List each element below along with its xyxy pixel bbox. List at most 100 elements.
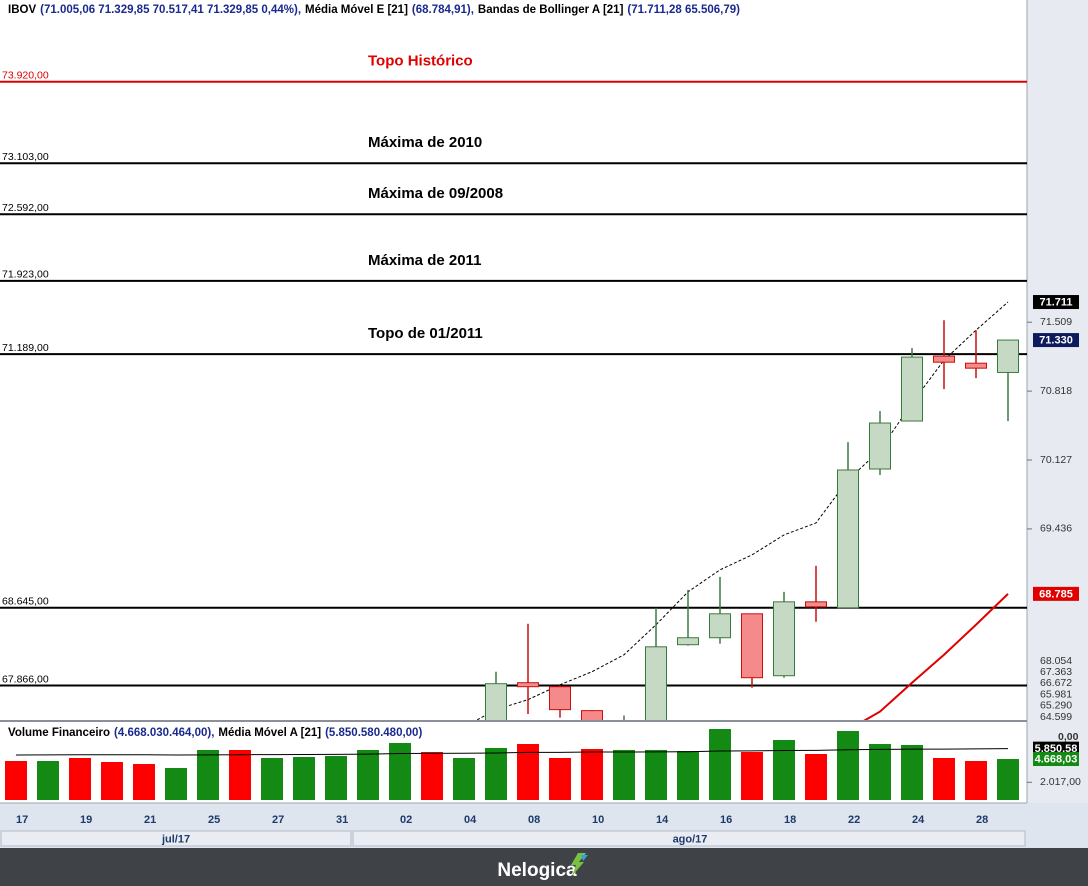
volume-bar [453, 757, 475, 800]
candle-body [549, 686, 571, 711]
x-tick-label: 16 [720, 814, 732, 826]
candle-body [773, 601, 795, 677]
volume-bar [357, 749, 379, 800]
candle-body [869, 422, 891, 470]
candle-body [805, 601, 827, 608]
price-tag-label: 71.711 [1039, 296, 1072, 308]
legend-name: Média Móvel E [21] [305, 4, 408, 16]
candle-body [741, 613, 763, 679]
brand-icon [581, 855, 588, 861]
legend: IBOV (71.005,06 71.329,85 70.517,41 71.32… [8, 4, 740, 16]
reference-label: 71.189,00 [2, 342, 49, 354]
candle-body [933, 355, 955, 363]
volume-bar [837, 730, 859, 800]
volume-bar [581, 748, 603, 800]
y-tick-label: 70.818 [1040, 385, 1072, 397]
candle-body [837, 469, 859, 609]
price-tag [1033, 295, 1079, 310]
reference-label: 73.920,00 [2, 70, 49, 82]
line [863, 593, 1009, 720]
scale-label: 65.981 [1040, 688, 1072, 700]
volume-bar [517, 744, 539, 800]
volume-bar [965, 761, 987, 800]
brand-icon [571, 853, 586, 876]
line [15, 748, 1009, 756]
volume-bar [805, 754, 827, 800]
price-tag [1033, 586, 1079, 601]
volume-bar [901, 745, 923, 800]
annotation: Topo de 01/2011 [368, 325, 483, 342]
legend-name: Bandas de Bollinger A [21] [478, 4, 624, 16]
volume-bar [37, 761, 59, 800]
legend-name: Média Móvel A [21] [218, 727, 321, 739]
annotation: Topo Histórico [368, 53, 473, 70]
legend: Volume Financeiro (4.668.030.464,00), Médi… [8, 727, 422, 739]
scale-label: 68.054 [1040, 655, 1072, 667]
annotation: Máxima de 2011 [368, 252, 481, 269]
legend-info: (71.711,28 65.506,79) [627, 4, 740, 16]
legend-info: (5.850.580.480,00) [325, 727, 422, 739]
x-tick-label: 19 [80, 814, 92, 826]
volume-bar [133, 764, 155, 800]
price-tag-label: 68.785 [1039, 588, 1073, 600]
scale-label: 0,00 [1058, 731, 1079, 743]
x-tick-label: 10 [592, 814, 604, 826]
scale-label: 64.599 [1040, 711, 1072, 723]
candle-body [485, 683, 507, 720]
x-tick-label: 21 [144, 814, 156, 826]
legend-info: (71.005,06 71.329,85 70.517,41 71.329,85… [40, 4, 301, 16]
volume-bar [5, 761, 27, 800]
reference-label: 73.103,00 [2, 151, 49, 163]
volume-bar [69, 757, 91, 800]
x-tick-label: 25 [208, 814, 220, 826]
candle-body [709, 613, 731, 639]
footer-bar [0, 848, 1088, 886]
volume-bar [261, 757, 283, 800]
volume-bar [293, 757, 315, 800]
candle-body [581, 710, 603, 720]
line [475, 301, 1009, 720]
x-tick-label: 17 [16, 814, 28, 826]
volume-bar [773, 739, 795, 800]
candle-body [517, 682, 539, 688]
volume-bar [389, 743, 411, 800]
month-label: ago/17 [673, 833, 708, 845]
legend-info: (68.784,91), [412, 4, 474, 16]
scale-label: 67.363 [1040, 666, 1072, 678]
x-tick-label: 24 [912, 814, 925, 826]
volume-bar [421, 752, 443, 800]
price-tag [1033, 752, 1079, 767]
price-tag-label: 71.330 [1039, 334, 1073, 346]
reference-label: 71.923,00 [2, 269, 49, 281]
legend-info: (4.668.030.464,00), [114, 727, 214, 739]
candle-body [965, 362, 987, 369]
x-tick-label: 18 [784, 814, 796, 826]
x-tick-label: 08 [528, 814, 540, 826]
x-tick-label: 31 [336, 814, 348, 826]
volume-bar [101, 762, 123, 800]
price-plot [0, 80, 1027, 720]
volume-bar [677, 750, 699, 800]
price-tag [1033, 333, 1079, 348]
y-tick-label: 71.509 [1040, 316, 1072, 328]
annotation: Máxima de 09/2008 [368, 185, 503, 202]
y-tick-label: 2.017,00 [1040, 776, 1081, 788]
volume-bar [709, 728, 731, 800]
scale-label: 65.290 [1040, 700, 1072, 712]
scale-label: 66.672 [1040, 677, 1072, 689]
month-box [0, 830, 352, 847]
volume-bar [869, 744, 891, 800]
volume-bar [197, 749, 219, 800]
candle-body [901, 356, 923, 422]
candle-body [645, 646, 667, 720]
volume-bar [997, 759, 1019, 800]
volume-bar [165, 767, 187, 800]
y-tick-label: 69.436 [1040, 523, 1072, 535]
candle-body [677, 637, 699, 646]
volume-bar [933, 757, 955, 800]
volume-bar [229, 749, 251, 800]
month-label: jul/17 [161, 833, 190, 845]
reference-label: 72.592,00 [2, 202, 49, 214]
reference-label: 67.866,00 [2, 673, 49, 685]
